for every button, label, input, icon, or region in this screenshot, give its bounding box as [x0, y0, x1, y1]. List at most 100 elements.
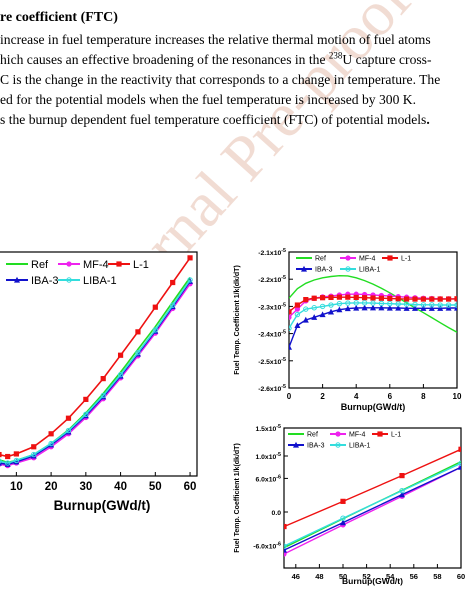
- paragraph-line-1: increase in fuel temperature increases t…: [0, 32, 431, 47]
- paragraph-line-3: C is the change in the reactivity that c…: [0, 72, 441, 87]
- early-ytick-label: -2.3x10-5: [258, 302, 286, 311]
- late-series-group: [284, 446, 461, 557]
- early-point-L-1: [395, 296, 401, 302]
- main-point-IBA-3: [48, 441, 55, 448]
- late-ytick-exponent: -6: [276, 542, 281, 548]
- early-point-LIBA-1: [403, 301, 410, 307]
- early-point-IBA-3: [403, 305, 410, 311]
- early-point-IBA-3: [336, 306, 343, 313]
- late-y-axis-label: Fuel Temp. Coefficient 1/k(dk/dT): [234, 443, 241, 553]
- early-point-LIBA-1: [437, 302, 443, 308]
- late-point-IBA-3: [399, 491, 405, 498]
- early-point-L-1: [437, 296, 443, 302]
- late-legend-marker-LIBA-1: [335, 442, 341, 448]
- main-point-LIBA-1: [187, 277, 193, 283]
- early-point-LIBA-1: [445, 302, 452, 308]
- late-series-line-MF-4: [284, 466, 461, 555]
- main-point-L-1: [48, 431, 54, 437]
- late-point-L-1: [458, 446, 461, 452]
- early-point-LIBA-1: [303, 306, 309, 312]
- early-point-IBA-3: [361, 304, 368, 311]
- main-point-IBA-3: [30, 452, 37, 459]
- early-point-L-1: [429, 296, 435, 302]
- late-xtick-label: 56: [410, 572, 418, 581]
- late-ytick-label: 0.0: [272, 510, 282, 517]
- early-ytick-exponent: -5: [281, 384, 286, 390]
- early-ytick-exponent: -5: [281, 302, 286, 308]
- early-point-LIBA-1: [289, 325, 292, 331]
- late-plot-frame: [283, 427, 462, 569]
- main-legend-label-MF-4: MF-4: [83, 259, 109, 271]
- early-xtick-label: 2: [320, 392, 325, 401]
- main-point-L-1: [117, 352, 124, 358]
- early-point-L-1: [336, 294, 342, 300]
- early-ytick-label: -2.5x10-5: [258, 357, 286, 366]
- main-xtick-label: 20: [45, 481, 58, 493]
- line2-before: hich causes an effective broadening of t…: [0, 52, 329, 67]
- early-point-L-1: [412, 296, 418, 302]
- early-ytick-label: -2.6x10-5: [258, 384, 286, 393]
- main-point-LIBA-1: [100, 392, 106, 399]
- late-point-LIBA-1: [399, 488, 405, 494]
- late-xtick-label: 52: [362, 572, 370, 581]
- late-xtick-label: 54: [386, 572, 395, 581]
- main-point-LIBA-1: [135, 349, 141, 356]
- early-point-IBA-3: [428, 305, 435, 311]
- main-point-IBA-3: [4, 461, 11, 467]
- main-point-LIBA-1: [117, 372, 124, 378]
- early-ytick-exponent: -5: [281, 357, 286, 363]
- early-point-IBA-3: [302, 316, 309, 323]
- main-point-L-1: [65, 415, 72, 421]
- main-point-L-1: [13, 451, 19, 457]
- early-point-IBA-3: [395, 304, 402, 311]
- late-legend-marker-L-1: [377, 431, 383, 437]
- early-point-LIBA-1: [387, 300, 393, 307]
- early-point-LIBA-1: [454, 302, 457, 308]
- early-point-MF-4: [289, 314, 292, 320]
- early-point-LIBA-1: [328, 302, 334, 308]
- early-plot-frame: [288, 251, 458, 389]
- late-ytick-exponent: -5: [276, 424, 281, 430]
- early-ytick-label: -2.2x10-5: [258, 275, 286, 284]
- late-legend-marker-IBA-3: [293, 441, 299, 448]
- main-legend-marker-MF-4: [66, 261, 72, 267]
- main-xtick-label: 40: [114, 481, 127, 493]
- main-point-LIBA-1: [13, 457, 20, 464]
- early-point-LIBA-1: [395, 301, 401, 307]
- main-point-L-1: [100, 376, 106, 382]
- late-xtick-label: 48: [315, 572, 323, 581]
- early-point-L-1: [446, 296, 452, 302]
- chart-early: 0 2 4 6 8 10 -2.6x10-5 -2.5x10-5 -2.4x10-5 -2.3x1…: [234, 248, 462, 412]
- main-point-LIBA-1: [83, 411, 89, 418]
- early-point-L-1: [362, 295, 368, 301]
- line5-text: s the burnup dependent fuel temperature …: [0, 112, 427, 127]
- early-point-IBA-3: [386, 304, 393, 311]
- early-xtick-label: 4: [354, 392, 359, 401]
- early-xtick-label: 0: [287, 392, 292, 401]
- late-ytick-exponent: -6: [276, 474, 281, 480]
- early-point-L-1: [353, 294, 359, 301]
- early-point-IBA-3: [294, 322, 301, 329]
- line2-after: U capture cross-: [342, 52, 432, 67]
- early-point-MF-4: [294, 306, 300, 312]
- late-xtick-label: 50: [339, 572, 347, 581]
- early-legend-marker-L-1: [387, 255, 393, 261]
- main-point-L-1: [0, 451, 2, 458]
- late-point-L-1: [284, 523, 287, 530]
- main-xtick-label: 10: [10, 481, 23, 493]
- chart-late: 46 48 50 52 54 56 58 60 -6.0x10-6 0.0 6.0x10-6 1.0x…: [234, 424, 465, 586]
- main-point-L-1: [31, 444, 37, 450]
- chart-main: 10 20 30 40 50 60 Ref MF-4 L-1 IBA-3 LIBA-1 Burnup(…: [0, 251, 198, 513]
- main-series-group: [0, 255, 194, 469]
- early-point-LIBA-1: [336, 300, 343, 307]
- early-point-L-1: [303, 297, 309, 303]
- main-point-L-1: [170, 279, 176, 286]
- early-point-LIBA-1: [319, 303, 326, 310]
- early-point-LIBA-1: [412, 301, 418, 308]
- late-ytick-exponent: -5: [276, 452, 281, 458]
- main-point-LIBA-1: [4, 460, 11, 466]
- early-xtick-label: 8: [421, 392, 426, 401]
- late-series-line-L-1: [284, 448, 461, 528]
- early-point-L-1: [370, 295, 376, 301]
- main-point-IBA-3: [13, 458, 20, 465]
